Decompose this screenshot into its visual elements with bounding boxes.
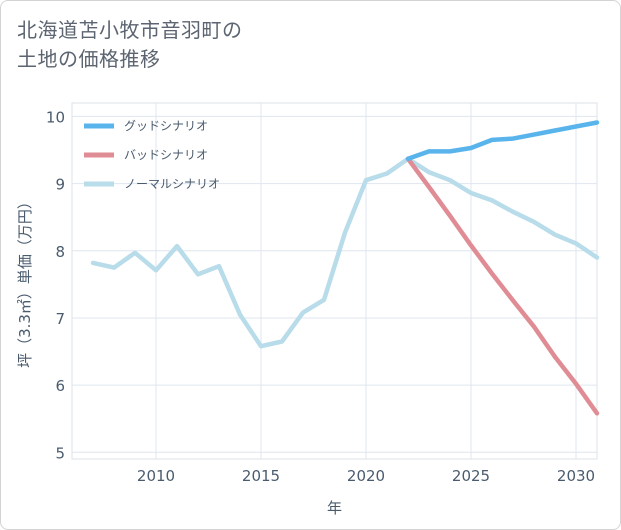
y-tick-label: 6	[55, 377, 65, 395]
series-line-normal	[90, 156, 600, 349]
y-tick-label: 10	[46, 108, 65, 126]
chart-title-line-1: 北海道苫小牧市音羽町の	[17, 18, 243, 42]
y-tick-label: 9	[55, 176, 65, 194]
y-axis-label: 坪（3.3㎡）単価（万円）	[16, 194, 34, 368]
legend-label: バッドシナリオ	[124, 148, 208, 162]
x-axis-label: 年	[327, 499, 342, 517]
grid-lines	[72, 103, 597, 459]
x-tick-label: 2025	[452, 467, 490, 485]
x-tick-label: 2015	[242, 467, 280, 485]
y-tick-label: 5	[55, 444, 65, 462]
legend-label: グッドシナリオ	[124, 119, 208, 133]
legend-label: ノーマルシナリオ	[124, 177, 220, 191]
y-tick-label: 8	[55, 243, 65, 261]
series-line-bad	[405, 156, 600, 416]
plot-frame	[71, 102, 598, 460]
x-tick-label: 2020	[347, 467, 385, 485]
series-line-good	[405, 120, 600, 162]
series-layer	[90, 120, 600, 416]
chart-title-line-2: 土地の価格推移	[17, 47, 161, 71]
x-tick-label: 2030	[557, 467, 595, 485]
y-tick-label: 7	[55, 310, 65, 328]
x-axis-ticks: 2010 2015 2020 2025 2030	[137, 467, 595, 485]
chart-title: 北海道苫小牧市音羽町の 土地の価格推移	[17, 16, 437, 74]
x-tick-label: 2010	[137, 467, 175, 485]
y-axis-ticks: 5 6 7 8 9 10	[46, 108, 65, 462]
